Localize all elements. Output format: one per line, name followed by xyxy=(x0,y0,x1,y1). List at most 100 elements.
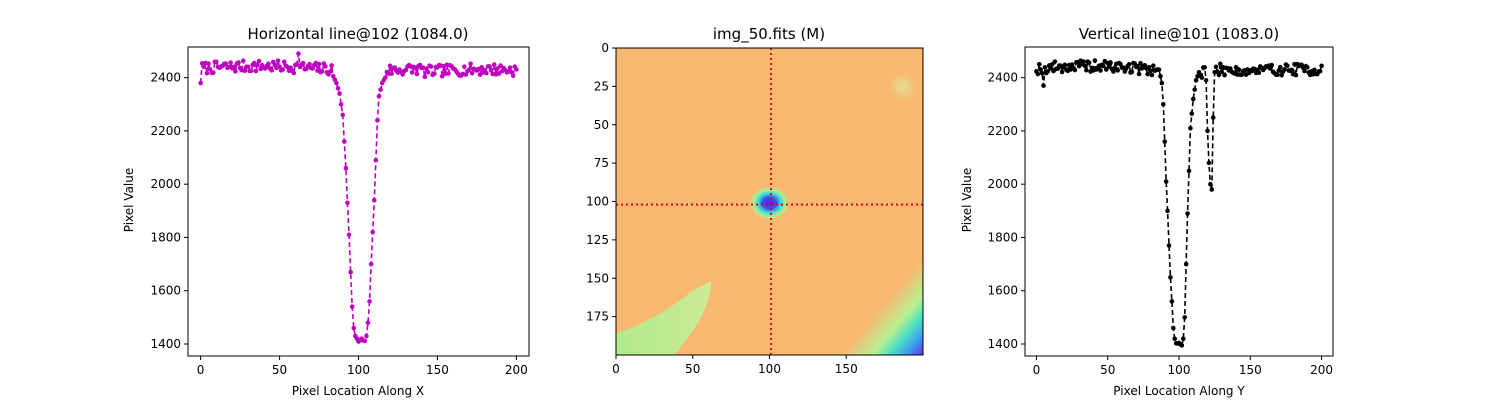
image-ytick-label: 175 xyxy=(586,310,609,324)
green-band xyxy=(616,281,712,355)
vertical-profile-point xyxy=(1208,181,1213,187)
horizontal-profile-point xyxy=(514,67,519,72)
horizontal-profile-point xyxy=(294,61,300,67)
vertical-profile-point xyxy=(1218,61,1223,67)
horizontal-profile-point xyxy=(389,71,394,76)
image-canvas xyxy=(616,48,923,355)
horizontal-profile-point xyxy=(370,229,376,235)
horizontal-profile-xtick-label: 50 xyxy=(272,363,287,377)
horizontal-profile-point xyxy=(204,70,210,76)
horizontal-profile-point xyxy=(371,197,377,203)
vertical-profile-point xyxy=(1302,68,1307,74)
vertical-profile-point xyxy=(1205,128,1210,134)
horizontal-profile-point xyxy=(496,71,502,76)
vertical-profile-point xyxy=(1305,65,1310,70)
horizontal-profile-point xyxy=(329,63,334,68)
horizontal-profile-point xyxy=(409,70,415,75)
vertical-profile-point xyxy=(1111,69,1116,74)
image-ytick-label: 25 xyxy=(594,79,609,93)
vertical-profile-point xyxy=(1210,115,1216,120)
vertical-profile-point xyxy=(1222,72,1227,78)
horizontal-profile-point xyxy=(338,101,344,107)
vertical-profile-point xyxy=(1165,208,1170,214)
vertical-profile-point xyxy=(1159,80,1165,86)
horizontal-profile-point xyxy=(373,157,379,163)
vertical-profile-point xyxy=(1042,65,1048,70)
horizontal-profile-point xyxy=(253,68,259,74)
horizontal-profile-point xyxy=(446,71,451,76)
horizontal-profile-point xyxy=(201,64,207,70)
horizontal-profile-point xyxy=(349,304,355,310)
horizontal-profile-point xyxy=(491,62,497,67)
horizontal-profile-point xyxy=(425,70,431,75)
image-ytick-label: 0 xyxy=(601,41,609,55)
horizontal-profile-point xyxy=(403,67,409,73)
horizontal-profile-point xyxy=(383,75,388,80)
vertical-profile-point xyxy=(1289,67,1294,73)
vertical-profile-point xyxy=(1172,336,1178,341)
horizontal-profile-point xyxy=(487,64,492,69)
horizontal-profile-point xyxy=(240,58,246,63)
vertical-profile-point xyxy=(1038,67,1043,72)
vertical-profile-point xyxy=(1161,101,1166,107)
horizontal-profile-ytick-label: 1800 xyxy=(150,230,181,244)
image-ytick-label: 150 xyxy=(586,271,609,285)
vertical-profile-point xyxy=(1149,72,1155,78)
horizontal-profile-point xyxy=(484,70,489,76)
horizontal-profile-point xyxy=(310,66,316,71)
vertical-profile-point xyxy=(1118,61,1123,67)
horizontal-profile-point xyxy=(337,91,342,96)
vertical-profile-point xyxy=(1101,63,1106,69)
horizontal-profile-point xyxy=(346,232,352,238)
vertical-profile-point xyxy=(1179,343,1185,348)
blue-corner xyxy=(830,247,923,355)
vertical-profile-point xyxy=(1219,69,1225,75)
vertical-profile-point xyxy=(1236,67,1242,72)
vertical-profile-point xyxy=(1276,68,1282,73)
vertical-profile-point xyxy=(1180,336,1186,341)
vertical-profile-point xyxy=(1082,63,1088,68)
horizontal-profile-point xyxy=(469,70,475,76)
vertical-profile-point xyxy=(1129,69,1135,75)
horizontal-profile-point xyxy=(207,67,213,72)
horizontal-profile-ytick-label: 1600 xyxy=(150,284,181,298)
vertical-profile-point xyxy=(1115,68,1120,73)
vertical-profile-point xyxy=(1269,62,1274,68)
horizontal-profile-point xyxy=(422,74,428,80)
horizontal-profile-point xyxy=(231,64,237,70)
vertical-profile-point xyxy=(1206,160,1212,166)
image-panel: img_50.fits (M) 0 50 100 150 0 25 50 75 100 125 15… xyxy=(586,25,924,376)
vertical-profile-point xyxy=(1146,64,1152,70)
vertical-profile-point xyxy=(1145,71,1150,77)
vertical-profile-point xyxy=(1045,69,1051,74)
horizontal-profile-point xyxy=(242,68,248,74)
image-ytick-label: 75 xyxy=(594,156,609,170)
vertical-profile-point xyxy=(1039,70,1045,76)
vertical-profile-point xyxy=(1317,68,1323,74)
vertical-profile-point xyxy=(1199,75,1205,80)
vertical-profile-ytick-label: 2400 xyxy=(987,71,1018,85)
horizontal-profile-point xyxy=(228,60,233,65)
vertical-profile-point xyxy=(1171,325,1176,331)
vertical-profile-ylabel: Pixel Value xyxy=(960,168,974,233)
vertical-profile-point xyxy=(1086,60,1092,66)
horizontal-profile-point xyxy=(378,87,383,92)
vertical-profile-point xyxy=(1112,65,1118,71)
horizontal-profile-point xyxy=(291,70,297,76)
horizontal-profile-point xyxy=(348,269,353,275)
vertical-profile-point xyxy=(1209,187,1215,192)
horizontal-profile-point xyxy=(376,93,382,99)
image-xtick-label: 50 xyxy=(685,362,700,376)
horizontal-profile-xtick-label: 150 xyxy=(426,363,449,377)
horizontal-profile-point xyxy=(307,61,312,67)
vertical-profile-point xyxy=(1192,87,1197,92)
vertical-profile-point xyxy=(1285,63,1290,69)
vertical-profile-point xyxy=(1186,168,1192,174)
vertical-profile-ytick-label: 2000 xyxy=(987,177,1018,191)
horizontal-profile-plot: Horizontal line@102 (1084.0) Pixel Locat… xyxy=(122,25,530,398)
vertical-profile-point xyxy=(1169,299,1175,304)
horizontal-profile-point xyxy=(479,65,484,70)
vertical-profile-point xyxy=(1041,83,1046,88)
vertical-profile-xtick-label: 50 xyxy=(1100,363,1115,377)
